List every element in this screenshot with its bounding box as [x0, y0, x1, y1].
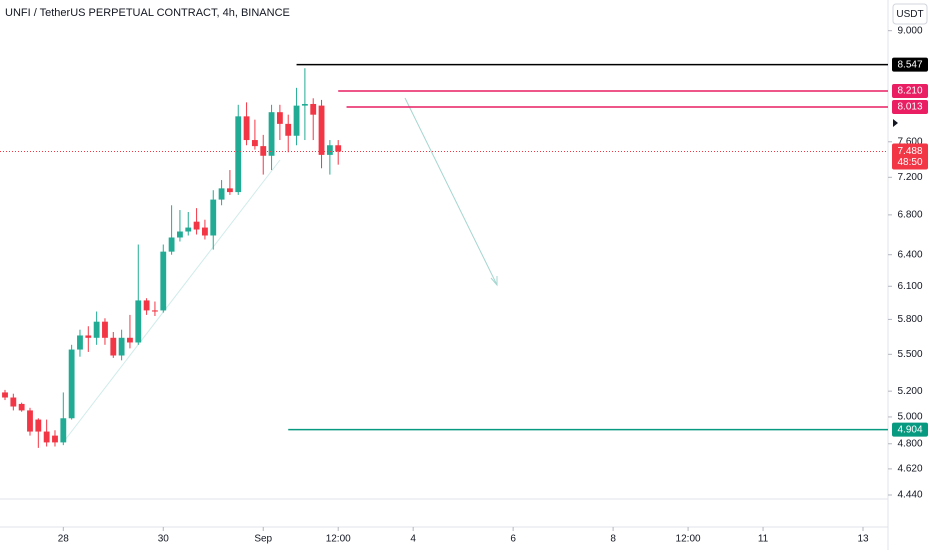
level-box: [892, 84, 928, 99]
candle-body: [143, 300, 150, 311]
level-box: [892, 57, 928, 72]
candle-body: [102, 321, 108, 338]
candle-body: [226, 188, 233, 193]
x-tick-label: 4: [410, 534, 416, 545]
last-price-label: 7.488: [897, 146, 922, 157]
y-tick-label: 5.200: [897, 386, 922, 397]
candle-body: [93, 321, 100, 338]
x-tick-label: 12:00: [326, 534, 351, 545]
chart-title: UNFI / TetherUS PERPETUAL CONTRACT, 4h, …: [5, 7, 290, 19]
candle-body: [243, 116, 250, 141]
candle-body: [168, 237, 175, 252]
candle-body: [251, 140, 258, 147]
x-tick-label: 28: [58, 534, 70, 545]
candle-body: [135, 300, 142, 343]
currency-label[interactable]: USDT: [896, 9, 923, 20]
candle-body: [177, 231, 183, 238]
candle-body: [293, 105, 300, 136]
candle-body: [310, 103, 317, 115]
candle-body: [260, 146, 267, 156]
countdown-label: 48:50: [897, 157, 922, 168]
candle-body: [10, 397, 17, 407]
level-label: 4.904: [897, 424, 922, 435]
x-tick-label: Sep: [254, 534, 272, 545]
y-tick-label: 5.800: [897, 314, 922, 325]
candle-body: [152, 310, 158, 312]
x-tick-label: 12:00: [676, 534, 701, 545]
candle-body: [268, 112, 275, 156]
y-tick-label: 5.500: [897, 349, 922, 360]
projection-arrow: [404, 97, 498, 286]
candle-body: [218, 188, 225, 200]
candle-body: [18, 403, 25, 411]
candle-body: [318, 105, 325, 155]
candle-body: [276, 112, 283, 124]
scale-marker: [893, 119, 898, 127]
x-tick-label: 11: [758, 534, 769, 545]
arrow-head: [490, 276, 498, 287]
x-tick-label: 30: [158, 534, 170, 545]
trend-line: [64, 159, 281, 441]
candle-body: [118, 337, 125, 356]
candle-body: [27, 410, 33, 432]
candle-body: [2, 392, 8, 398]
y-tick-label: 7.600: [897, 136, 922, 147]
y-tick-label: 6.800: [897, 210, 922, 221]
candle-body: [35, 419, 42, 432]
candle-body: [110, 337, 117, 356]
y-tick-label: 7.200: [897, 172, 922, 183]
candle-body: [301, 103, 308, 106]
y-tick-label: 4.800: [897, 438, 922, 449]
last-price-box: [892, 143, 928, 170]
candle-body: [77, 335, 83, 350]
level-box: [892, 100, 928, 115]
candle-body: [52, 435, 58, 443]
level-label: 8.013: [897, 102, 922, 113]
candle-body: [43, 431, 50, 443]
x-tick-label: 13: [857, 534, 869, 545]
candle-body: [335, 145, 342, 152]
candle-body: [160, 251, 167, 311]
candle-body: [202, 227, 208, 236]
currency-button[interactable]: [892, 3, 928, 25]
y-tick-label: 6.100: [897, 281, 922, 292]
x-tick-label: 8: [610, 534, 616, 545]
level-label: 8.547: [897, 59, 922, 70]
candle-body: [127, 337, 133, 343]
y-tick-label: 9.000: [897, 25, 922, 36]
candle-body: [210, 199, 217, 236]
x-tick-label: 6: [510, 534, 516, 545]
candle-body: [60, 418, 67, 443]
candle-body: [235, 116, 242, 193]
candle-body: [285, 123, 292, 136]
candle-body: [85, 335, 92, 338]
candle-body: [326, 145, 333, 155]
candle-body: [193, 221, 200, 230]
y-tick-label: 4.440: [897, 490, 922, 501]
candle-body: [68, 349, 75, 419]
y-tick-label: 6.400: [897, 249, 922, 260]
candle-body: [185, 227, 192, 232]
y-tick-label: 5.000: [897, 412, 922, 423]
level-box: [892, 422, 928, 437]
level-label: 8.210: [897, 86, 922, 97]
y-tick-label: 4.620: [897, 464, 922, 475]
